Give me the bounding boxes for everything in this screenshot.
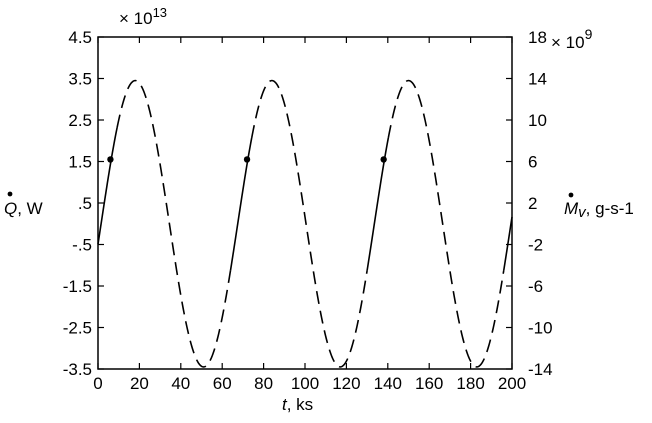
- left-tick-label: 1.5: [68, 153, 92, 172]
- left-axis-label-symbol: Q: [4, 199, 17, 218]
- right-tick-label: -2: [528, 236, 543, 255]
- x-tick-label: 20: [130, 374, 149, 393]
- right-axis-label-dot: [568, 192, 574, 198]
- right-axis-label: Mv, g-s-1: [564, 192, 634, 221]
- x-axis-label-symbol: t: [282, 395, 288, 414]
- axis-ticks: [97, 36, 513, 370]
- curve-dashed-segment: [250, 79, 368, 368]
- right-tick-label: 18: [528, 28, 547, 47]
- x-tick-label: 180: [456, 374, 484, 393]
- right-tick-label: 2: [528, 194, 537, 213]
- left-axis-label-unit: , W: [17, 199, 43, 218]
- data-point-marker: [380, 156, 387, 163]
- plot-area-frame: [97, 36, 513, 370]
- curve-solid-segment: [502, 216, 513, 271]
- right-tick-label: 10: [528, 111, 547, 130]
- right-axis-multiplier: × 109: [551, 26, 593, 52]
- curve-dashed-segment: [387, 79, 505, 368]
- x-tick-label: 160: [415, 374, 443, 393]
- data-point-marker: [107, 156, 114, 163]
- x-tick-label: 0: [93, 374, 102, 393]
- right-tick-label: -14: [528, 360, 553, 379]
- left-axis-label-dot: [7, 191, 13, 197]
- right-axis-label-unit: , g-s-1: [586, 199, 634, 218]
- left-axis-multiplier: × 1013: [119, 5, 167, 28]
- right-axis-label-subscript: v: [578, 204, 587, 221]
- x-tick-label: 80: [254, 374, 273, 393]
- svg-text:Q, W: Q, W: [4, 199, 43, 218]
- x-tick-label: 200: [498, 374, 526, 393]
- right-tick-label: 14: [528, 70, 547, 89]
- right-axis-label-symbol: M: [564, 199, 579, 218]
- left-tick-label: -.5: [72, 236, 92, 255]
- left-tick-label: 2.5: [68, 111, 92, 130]
- x-tick-label: 60: [213, 374, 232, 393]
- svg-text:Mv, g-s-1: Mv, g-s-1: [564, 199, 634, 221]
- x-axis-label: t, ks: [282, 395, 313, 414]
- left-tick-label: 3.5: [68, 70, 92, 89]
- left-tick-label: -3.5: [63, 360, 92, 379]
- left-tick-label: 4.5: [68, 28, 92, 47]
- right-tick-label: 6: [528, 153, 537, 172]
- left-axis-multiplier-exponent: 13: [153, 5, 167, 20]
- left-tick-label: -2.5: [63, 319, 92, 338]
- x-tick-label: 100: [291, 374, 319, 393]
- left-tick-label: -1.5: [63, 277, 92, 296]
- right-axis-multiplier-exponent: 9: [585, 26, 593, 42]
- x-tick-label: 120: [332, 374, 360, 393]
- right-tick-label: -6: [528, 277, 543, 296]
- data-curve: [97, 79, 513, 368]
- right-tick-label: -10: [528, 319, 553, 338]
- tick-labels: 0 20 40 60 80 100 120 140 160 180 200 4.5 3.5 2.5 1.5.…: [63, 28, 553, 393]
- data-markers: [107, 156, 387, 163]
- curve-dashed-segment: [116, 79, 232, 368]
- x-tick-label: 40: [171, 374, 190, 393]
- left-tick-label: .5: [78, 194, 92, 213]
- x-tick-label: 140: [374, 374, 402, 393]
- data-point-marker: [243, 156, 251, 163]
- curve-solid-segment: [97, 127, 118, 245]
- left-axis-label: Q, W: [4, 191, 43, 218]
- x-axis-label-unit: , ks: [287, 395, 313, 414]
